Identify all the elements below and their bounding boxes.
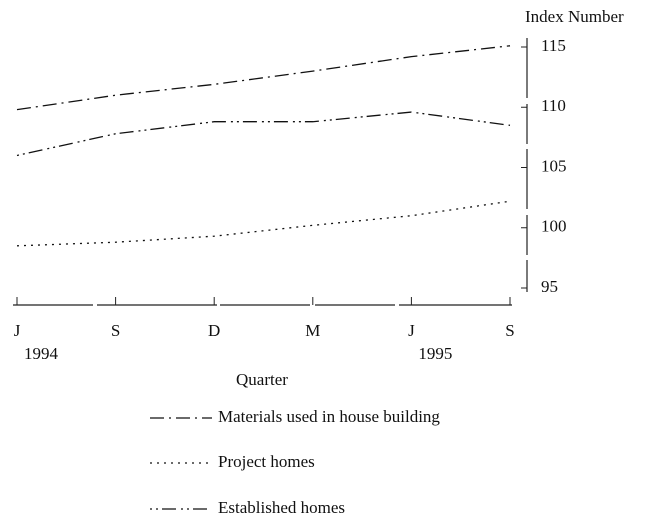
legend-label: Materials used in house building xyxy=(218,407,440,426)
series-line xyxy=(16,45,511,111)
x-tick-label: S xyxy=(505,321,514,340)
legend-label: Project homes xyxy=(218,452,315,471)
y-tick-label: 110 xyxy=(541,96,566,115)
x-tick-label: D xyxy=(208,321,220,340)
x-tick-label: J xyxy=(14,321,21,340)
y-tick-label: 105 xyxy=(541,156,567,175)
y-tick-label: 95 xyxy=(541,277,558,296)
year-label: 1994 xyxy=(24,344,59,363)
x-tick-label: M xyxy=(305,321,320,340)
x-axis-label: Quarter xyxy=(236,370,288,389)
y-axis-label: Index Number xyxy=(525,7,624,26)
y-tick-label: 115 xyxy=(541,36,566,55)
series-line xyxy=(16,111,511,157)
y-tick-label: 100 xyxy=(541,217,567,236)
legend-label: Established homes xyxy=(218,498,345,517)
x-tick-label: J xyxy=(408,321,415,340)
series-line xyxy=(16,200,511,247)
x-tick-label: S xyxy=(111,321,120,340)
year-label: 1995 xyxy=(418,344,452,363)
